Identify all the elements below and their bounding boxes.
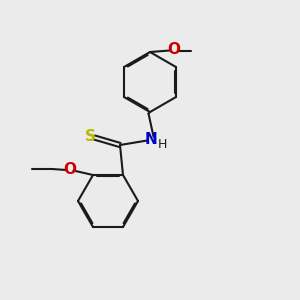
Text: H: H	[157, 138, 167, 151]
Text: S: S	[85, 128, 96, 143]
Text: O: O	[167, 42, 180, 57]
Text: N: N	[145, 131, 157, 146]
Text: O: O	[63, 161, 76, 176]
